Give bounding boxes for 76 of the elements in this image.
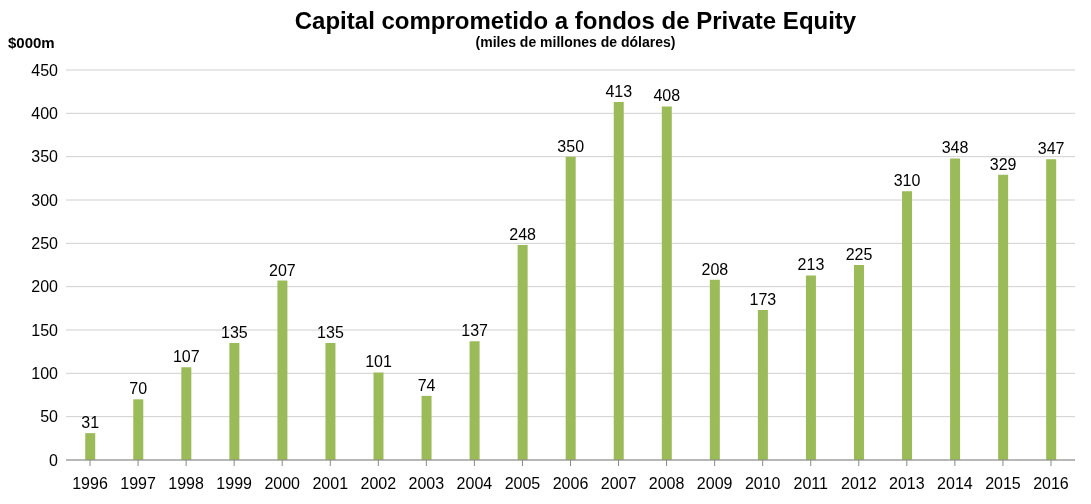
bar [950, 158, 961, 460]
data-label: 413 [605, 83, 633, 101]
chart-title: Capital comprometido a fondos de Private Equity [293, 7, 858, 34]
data-label: 225 [845, 246, 873, 263]
data-label: 310 [893, 172, 921, 190]
data-label: 135 [317, 324, 344, 341]
data-label: 347 [1037, 140, 1065, 158]
bar [709, 279, 720, 460]
bar [133, 399, 144, 460]
bar [229, 343, 240, 460]
data-label: 135 [221, 324, 248, 341]
bar [805, 275, 816, 460]
y-tick-label: 400 [31, 105, 59, 123]
x-tick-label: 2000 [264, 475, 301, 493]
y-tick-label: 250 [31, 235, 59, 253]
bar [661, 106, 672, 460]
y-tick-label: 450 [31, 61, 59, 79]
x-tick-label: 2011 [793, 475, 829, 493]
x-tick-label: 2012 [840, 475, 877, 493]
x-tick-label: 2013 [889, 475, 925, 493]
data-label: 107 [172, 348, 200, 366]
bar [373, 372, 384, 460]
y-tick-label: 150 [31, 321, 59, 339]
x-tick-label: 2004 [456, 475, 493, 493]
data-label: 74 [417, 376, 436, 394]
bar [1046, 159, 1057, 460]
x-tick-label: 1998 [168, 475, 205, 493]
x-tick-label: 2002 [360, 475, 397, 493]
data-label: 248 [509, 226, 537, 244]
bar [469, 341, 480, 460]
x-tick-label: 2005 [504, 475, 541, 493]
bar [613, 102, 624, 460]
bar [998, 174, 1009, 460]
x-tick-label: 2001 [312, 475, 349, 493]
y-tick-label: 50 [40, 408, 59, 426]
x-tick-label: 2016 [1033, 475, 1069, 493]
bar [853, 265, 864, 460]
x-tick-label: 2010 [744, 475, 781, 493]
x-tick-label: 2007 [600, 475, 637, 493]
data-label: 31 [81, 414, 100, 432]
bar [277, 280, 288, 460]
bar [421, 395, 432, 460]
x-tick-label: 2009 [696, 475, 733, 493]
x-tick-label: 1999 [216, 475, 253, 493]
bar [85, 433, 96, 460]
bar [181, 367, 192, 460]
y-tick-label: 200 [31, 278, 59, 296]
chart-subtitle: (miles de millones de dólares) [475, 34, 676, 50]
data-label: 137 [461, 322, 489, 340]
data-label: 101 [365, 353, 392, 371]
x-tick-label: 2015 [985, 475, 1021, 493]
data-label: 70 [129, 380, 148, 398]
y-tick-label: 0 [49, 451, 59, 469]
y-tick-label: 300 [31, 191, 59, 209]
data-label: 208 [701, 260, 729, 278]
bar [517, 245, 528, 460]
bar [757, 310, 768, 460]
x-tick-label: 2003 [408, 475, 445, 493]
data-label: 213 [797, 256, 825, 274]
data-label: 207 [269, 261, 296, 279]
bar [565, 156, 576, 460]
bar [902, 191, 913, 460]
x-tick-label: 1997 [120, 475, 156, 493]
y-axis-title: $000m [8, 34, 55, 51]
y-tick-label: 100 [31, 365, 59, 383]
bar [325, 343, 336, 460]
x-tick-label: 2008 [648, 475, 685, 493]
data-label: 348 [941, 139, 969, 157]
x-tick-label: 1996 [72, 475, 108, 493]
data-label: 350 [557, 137, 585, 155]
x-tick-label: 2014 [937, 475, 973, 493]
x-tick-label: 2006 [552, 475, 589, 493]
data-label: 173 [749, 291, 777, 309]
data-label: 329 [989, 155, 1017, 173]
data-label: 408 [653, 87, 681, 105]
y-tick-label: 350 [31, 148, 59, 166]
